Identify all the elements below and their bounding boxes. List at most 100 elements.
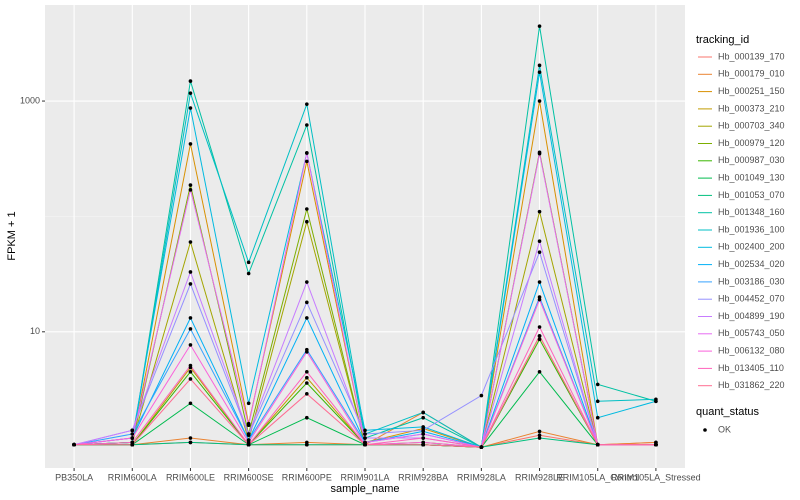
data-point bbox=[188, 106, 193, 110]
data-point bbox=[188, 142, 193, 146]
data-point bbox=[305, 219, 309, 224]
x-tick-label: PB350LA bbox=[55, 472, 93, 482]
data-point bbox=[537, 334, 542, 338]
legend-label: Hb_000251_150 bbox=[718, 86, 785, 96]
data-point bbox=[188, 282, 193, 286]
data-point bbox=[246, 442, 251, 447]
data-point bbox=[537, 24, 542, 28]
data-point bbox=[188, 343, 193, 347]
data-point bbox=[421, 410, 425, 415]
x-tick-label: RRIM600LE bbox=[166, 472, 215, 482]
legend-label: Hb_000987_030 bbox=[718, 155, 785, 165]
data-point bbox=[305, 316, 309, 320]
legend-label: Hb_000139_170 bbox=[718, 51, 785, 61]
x-axis-title: sample_name bbox=[330, 483, 399, 495]
legend-label: Hb_003186_030 bbox=[718, 276, 785, 286]
data-point bbox=[188, 79, 193, 83]
legend-label: Hb_002534_020 bbox=[718, 259, 785, 269]
data-point bbox=[130, 436, 135, 440]
data-point bbox=[421, 442, 425, 447]
data-point bbox=[305, 300, 309, 305]
data-point bbox=[595, 399, 600, 404]
data-point bbox=[188, 316, 193, 320]
data-point bbox=[188, 377, 193, 381]
data-point bbox=[188, 436, 193, 440]
legend-label: OK bbox=[718, 424, 731, 434]
legend-label: Hb_001049_130 bbox=[718, 172, 785, 182]
data-point bbox=[305, 207, 309, 211]
data-point bbox=[305, 350, 309, 354]
legend-label: Hb_004899_190 bbox=[718, 311, 785, 321]
data-point bbox=[305, 123, 309, 127]
y-axis-title: FPKM + 1 bbox=[6, 211, 18, 260]
y-tick-label: 1000 bbox=[20, 95, 40, 105]
data-point bbox=[305, 159, 309, 164]
legend-label: Hb_000703_340 bbox=[718, 121, 785, 131]
data-point bbox=[654, 399, 658, 404]
legend-label: Hb_031862_220 bbox=[718, 380, 785, 390]
legend-title: quant_status bbox=[696, 406, 759, 418]
data-point bbox=[246, 432, 251, 436]
data-point bbox=[421, 432, 425, 436]
legend-label: Hb_000979_120 bbox=[718, 138, 785, 148]
data-point bbox=[537, 436, 542, 440]
data-point bbox=[537, 99, 542, 103]
data-point bbox=[305, 280, 309, 284]
x-tick-label: RRIM105LA_Control bbox=[556, 472, 639, 482]
x-tick-label: RRIM928LA bbox=[457, 472, 506, 482]
x-tick-label: RRIM928BA bbox=[398, 472, 448, 482]
data-point bbox=[188, 240, 193, 244]
data-point bbox=[130, 432, 135, 436]
data-point bbox=[421, 425, 425, 429]
data-point bbox=[188, 270, 193, 274]
data-point bbox=[305, 442, 309, 447]
data-point bbox=[130, 428, 135, 433]
y-tick-label: 10 bbox=[30, 326, 40, 336]
x-tick-label: RRIM600PE bbox=[282, 472, 332, 482]
legend-label: Hb_004452_070 bbox=[718, 294, 785, 304]
data-point bbox=[363, 432, 367, 436]
data-point bbox=[305, 381, 309, 385]
data-point bbox=[537, 325, 542, 329]
data-point bbox=[421, 415, 425, 420]
legend-label: Hb_013405_110 bbox=[718, 363, 784, 373]
data-point bbox=[537, 280, 542, 284]
data-point bbox=[537, 63, 542, 68]
data-point bbox=[654, 442, 658, 447]
x-tick-label: RRIM928LE bbox=[515, 472, 564, 482]
x-tick-label: RRIM105LA_Stressed bbox=[611, 472, 701, 482]
data-point bbox=[305, 151, 309, 155]
data-point bbox=[595, 442, 600, 447]
legend-label: Hb_000373_210 bbox=[718, 103, 785, 113]
data-point bbox=[537, 209, 542, 214]
data-point bbox=[479, 445, 484, 449]
data-point bbox=[363, 428, 367, 433]
legend-key bbox=[703, 428, 707, 432]
data-point bbox=[363, 436, 367, 440]
data-point bbox=[188, 363, 193, 368]
data-point bbox=[188, 401, 193, 406]
data-point bbox=[305, 392, 309, 396]
data-point bbox=[595, 382, 600, 387]
data-point bbox=[537, 429, 542, 434]
data-point bbox=[72, 442, 76, 447]
x-tick-label: RRIM901LA bbox=[340, 472, 389, 482]
data-point bbox=[305, 415, 309, 420]
x-tick-label: RRIM600LA bbox=[108, 472, 157, 482]
data-point bbox=[246, 401, 251, 406]
data-point bbox=[537, 433, 542, 438]
data-point bbox=[363, 442, 367, 447]
legend-label: Hb_001053_070 bbox=[718, 190, 785, 200]
data-point bbox=[188, 188, 193, 192]
data-point bbox=[421, 436, 425, 440]
data-point bbox=[537, 370, 542, 374]
data-point bbox=[537, 250, 542, 254]
data-point bbox=[246, 423, 251, 428]
data-point bbox=[479, 393, 484, 398]
data-point bbox=[130, 442, 135, 447]
data-point bbox=[188, 327, 193, 331]
data-point bbox=[537, 239, 542, 243]
data-point bbox=[305, 375, 309, 380]
legend-label: Hb_006132_080 bbox=[718, 345, 785, 355]
